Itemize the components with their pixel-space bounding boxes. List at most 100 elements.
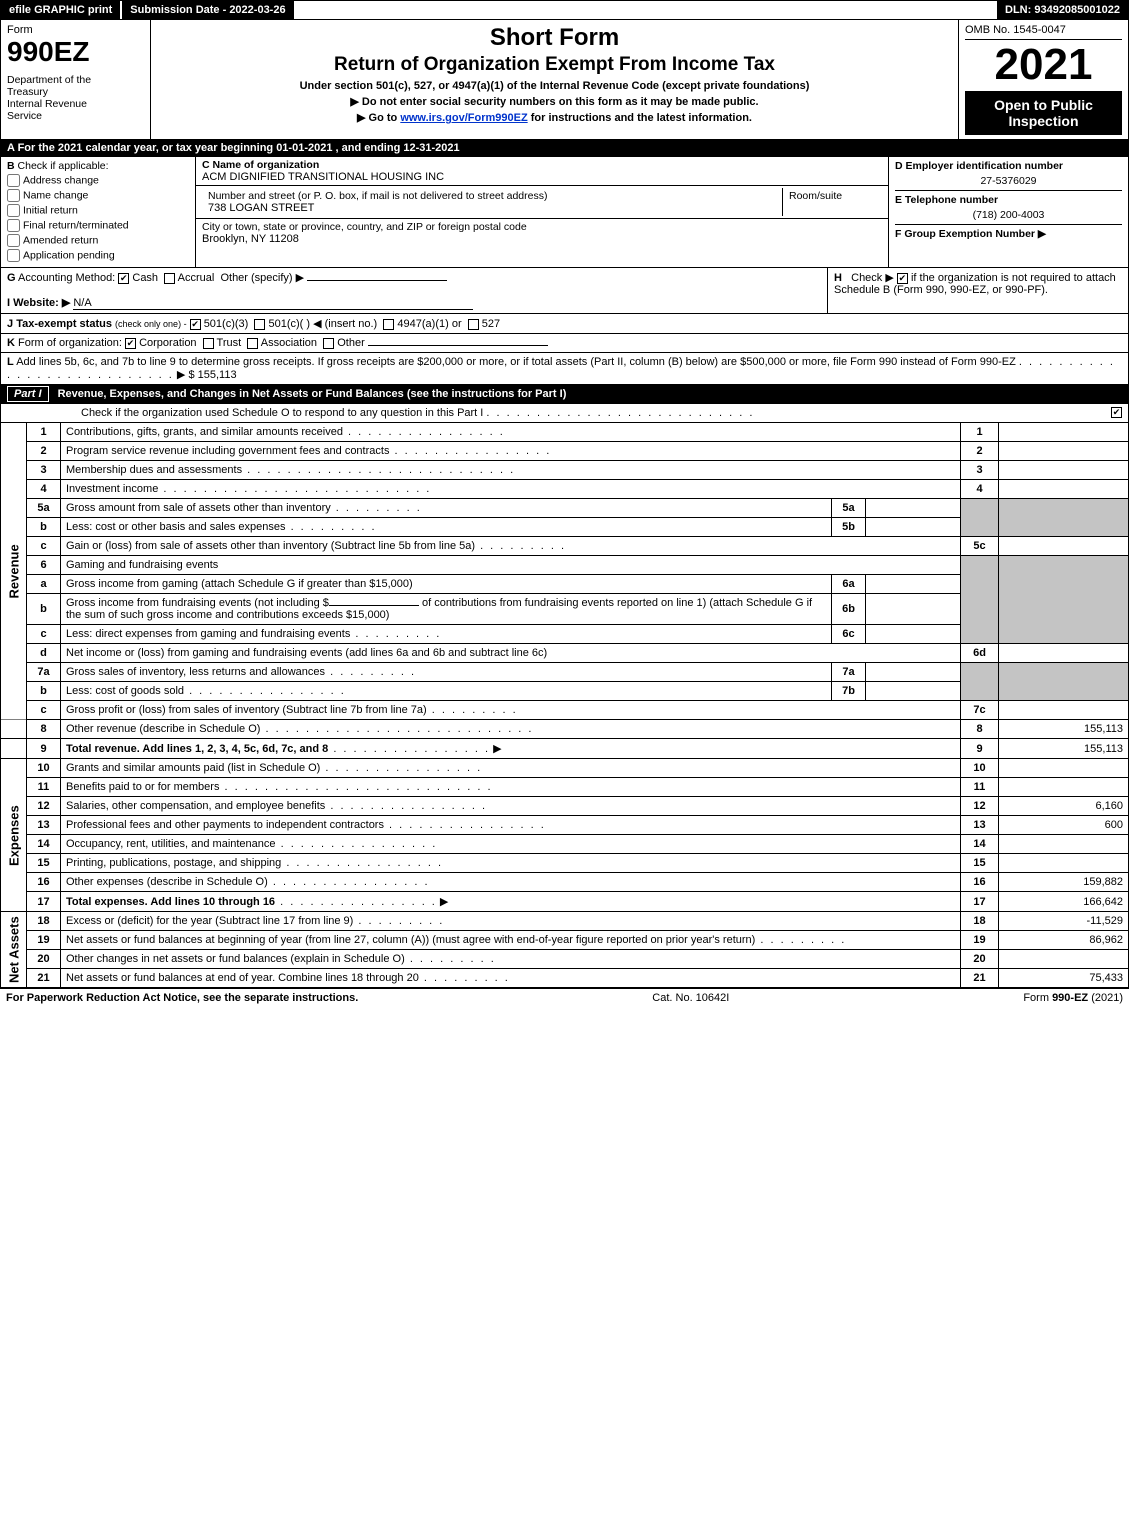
line-12: 12 Salaries, other compensation, and emp…: [1, 797, 1129, 816]
ck-assoc[interactable]: [247, 338, 258, 349]
line-13: 13 Professional fees and other payments …: [1, 816, 1129, 835]
k-label: Form of organization:: [18, 337, 122, 349]
top-bar: efile GRAPHIC print Submission Date - 20…: [0, 0, 1129, 20]
line-15: 15 Printing, publications, postage, and …: [1, 854, 1129, 873]
j-letter: J: [7, 318, 13, 330]
ck-accrual[interactable]: [164, 273, 175, 284]
g-label: Accounting Method:: [18, 272, 115, 284]
department-label: Department of theTreasuryInternal Revenu…: [7, 74, 144, 122]
part1-label: Part I: [7, 386, 49, 402]
ck-501c3[interactable]: [190, 319, 201, 330]
phone-value: (718) 200-4003: [895, 209, 1122, 221]
i-label: Website: ▶: [13, 297, 70, 309]
col-b: B Check if applicable: Address change Na…: [1, 157, 196, 267]
line-8: 8 Other revenue (describe in Schedule O)…: [1, 720, 1129, 739]
ck-cash[interactable]: [118, 273, 129, 284]
revenue-sidelabel: Revenue: [1, 423, 27, 720]
website-value: N/A: [73, 297, 473, 310]
ck-final-return[interactable]: Final return/terminated: [7, 219, 189, 232]
ck-address-change[interactable]: Address change: [7, 174, 189, 187]
form-title-block: Short Form Return of Organization Exempt…: [151, 20, 958, 139]
ck-schedule-o[interactable]: [1111, 407, 1122, 418]
ck-corp[interactable]: [125, 338, 136, 349]
line-5b: b Less: cost or other basis and sales ex…: [1, 518, 1129, 537]
irs-link[interactable]: www.irs.gov/Form990EZ: [400, 112, 527, 124]
city-label: City or town, state or province, country…: [202, 221, 527, 233]
line-6d: d Net income or (loss) from gaming and f…: [1, 644, 1129, 663]
ck-name-change[interactable]: Name change: [7, 189, 189, 202]
topbar-spacer: [294, 1, 997, 19]
dln-label: DLN: 93492085001022: [997, 1, 1128, 19]
part1-table: Revenue 1 Contributions, gifts, grants, …: [0, 423, 1129, 988]
i-letter: I: [7, 297, 10, 309]
open-to-public: Open to Public Inspection: [965, 91, 1122, 135]
line-2: 2 Program service revenue including gove…: [1, 442, 1129, 461]
goto-post: for instructions and the latest informat…: [528, 112, 752, 124]
ck-amended[interactable]: Amended return: [7, 234, 189, 247]
addr-value: 738 LOGAN STREET: [208, 202, 314, 214]
ck-initial-return[interactable]: Initial return: [7, 204, 189, 217]
submission-date: Submission Date - 2022-03-26: [120, 1, 293, 19]
part1-title: Revenue, Expenses, and Changes in Net As…: [58, 388, 567, 400]
ein-value: 27-5376029: [895, 175, 1122, 187]
part1-header: Part I Revenue, Expenses, and Changes in…: [0, 385, 1129, 404]
form-subtitle: Return of Organization Exempt From Incom…: [159, 54, 950, 76]
ck-trust[interactable]: [203, 338, 214, 349]
l-row: L Add lines 5b, 6c, and 7b to line 9 to …: [0, 353, 1129, 385]
omb-number: OMB No. 1545-0047: [965, 24, 1122, 40]
g-letter: G: [7, 272, 16, 284]
j-row: J Tax-exempt status (check only one) - 5…: [0, 314, 1129, 334]
line-20: 20 Other changes in net assets or fund b…: [1, 950, 1129, 969]
netassets-sidelabel: Net Assets: [1, 912, 27, 988]
k-letter: K: [7, 337, 15, 349]
other-specify-line: [307, 280, 447, 281]
gross-receipts: $ 155,113: [188, 369, 236, 381]
footer-right: Form 990-EZ (2021): [1023, 992, 1123, 1004]
line-a: A For the 2021 calendar year, or tax yea…: [0, 140, 1129, 157]
line-1: Revenue 1 Contributions, gifts, grants, …: [1, 423, 1129, 442]
ck-4947[interactable]: [383, 319, 394, 330]
line-6a: a Gross income from gaming (attach Sched…: [1, 575, 1129, 594]
c-name-label: C Name of organization: [202, 159, 319, 171]
line-17: 17 Total expenses. Add lines 10 through …: [1, 892, 1129, 912]
line-21: 21 Net assets or fund balances at end of…: [1, 969, 1129, 988]
addr-label: Number and street (or P. O. box, if mail…: [208, 190, 547, 202]
ck-501c[interactable]: [254, 319, 265, 330]
footer-center: Cat. No. 10642I: [358, 992, 1023, 1004]
city-value: Brooklyn, NY 11208: [202, 233, 299, 245]
line-6: 6 Gaming and fundraising events: [1, 556, 1129, 575]
ssn-warning: ▶ Do not enter social security numbers o…: [159, 95, 950, 108]
f-label: F Group Exemption Number ▶: [895, 228, 1046, 240]
c-addr-row: Number and street (or P. O. box, if mail…: [196, 186, 888, 219]
line-9: 9 Total revenue. Add lines 1, 2, 3, 4, 5…: [1, 739, 1129, 759]
org-name: ACM DIGNIFIED TRANSITIONAL HOUSING INC: [202, 171, 444, 183]
line-14: 14 Occupancy, rent, utilities, and maint…: [1, 835, 1129, 854]
form-number: 990EZ: [7, 36, 144, 68]
short-form-title: Short Form: [159, 24, 950, 52]
h-letter: H: [834, 272, 842, 284]
ck-app-pending[interactable]: Application pending: [7, 249, 189, 262]
ck-527[interactable]: [468, 319, 479, 330]
ck-other-org[interactable]: [323, 338, 334, 349]
form-id-block: Form 990EZ Department of theTreasuryInte…: [1, 20, 151, 139]
page-footer: For Paperwork Reduction Act Notice, see …: [0, 988, 1129, 1007]
expenses-sidelabel: Expenses: [1, 759, 27, 912]
col-d: D Employer identification number 27-5376…: [888, 157, 1128, 267]
b-label: Check if applicable:: [18, 160, 109, 172]
line-7c: c Gross profit or (loss) from sales of i…: [1, 701, 1129, 720]
line-4: 4 Investment income 4: [1, 480, 1129, 499]
other-org-line: [368, 345, 548, 346]
line-5c: c Gain or (loss) from sale of assets oth…: [1, 537, 1129, 556]
ck-schedule-b[interactable]: [897, 273, 908, 284]
goto-line: ▶ Go to www.irs.gov/Form990EZ for instru…: [159, 111, 950, 124]
under-section: Under section 501(c), 527, or 4947(a)(1)…: [159, 80, 950, 92]
e-label: E Telephone number: [895, 194, 998, 206]
line-18: Net Assets 18 Excess or (deficit) for th…: [1, 912, 1129, 931]
part1-checkline: Check if the organization used Schedule …: [0, 404, 1129, 423]
footer-left: For Paperwork Reduction Act Notice, see …: [6, 992, 358, 1004]
gh-row: G Accounting Method: Cash Accrual Other …: [0, 268, 1129, 314]
line-6c: c Less: direct expenses from gaming and …: [1, 625, 1129, 644]
col-c: C Name of organization ACM DIGNIFIED TRA…: [196, 157, 888, 267]
b-letter: B: [7, 160, 15, 172]
c-city-row: City or town, state or province, country…: [196, 219, 888, 247]
